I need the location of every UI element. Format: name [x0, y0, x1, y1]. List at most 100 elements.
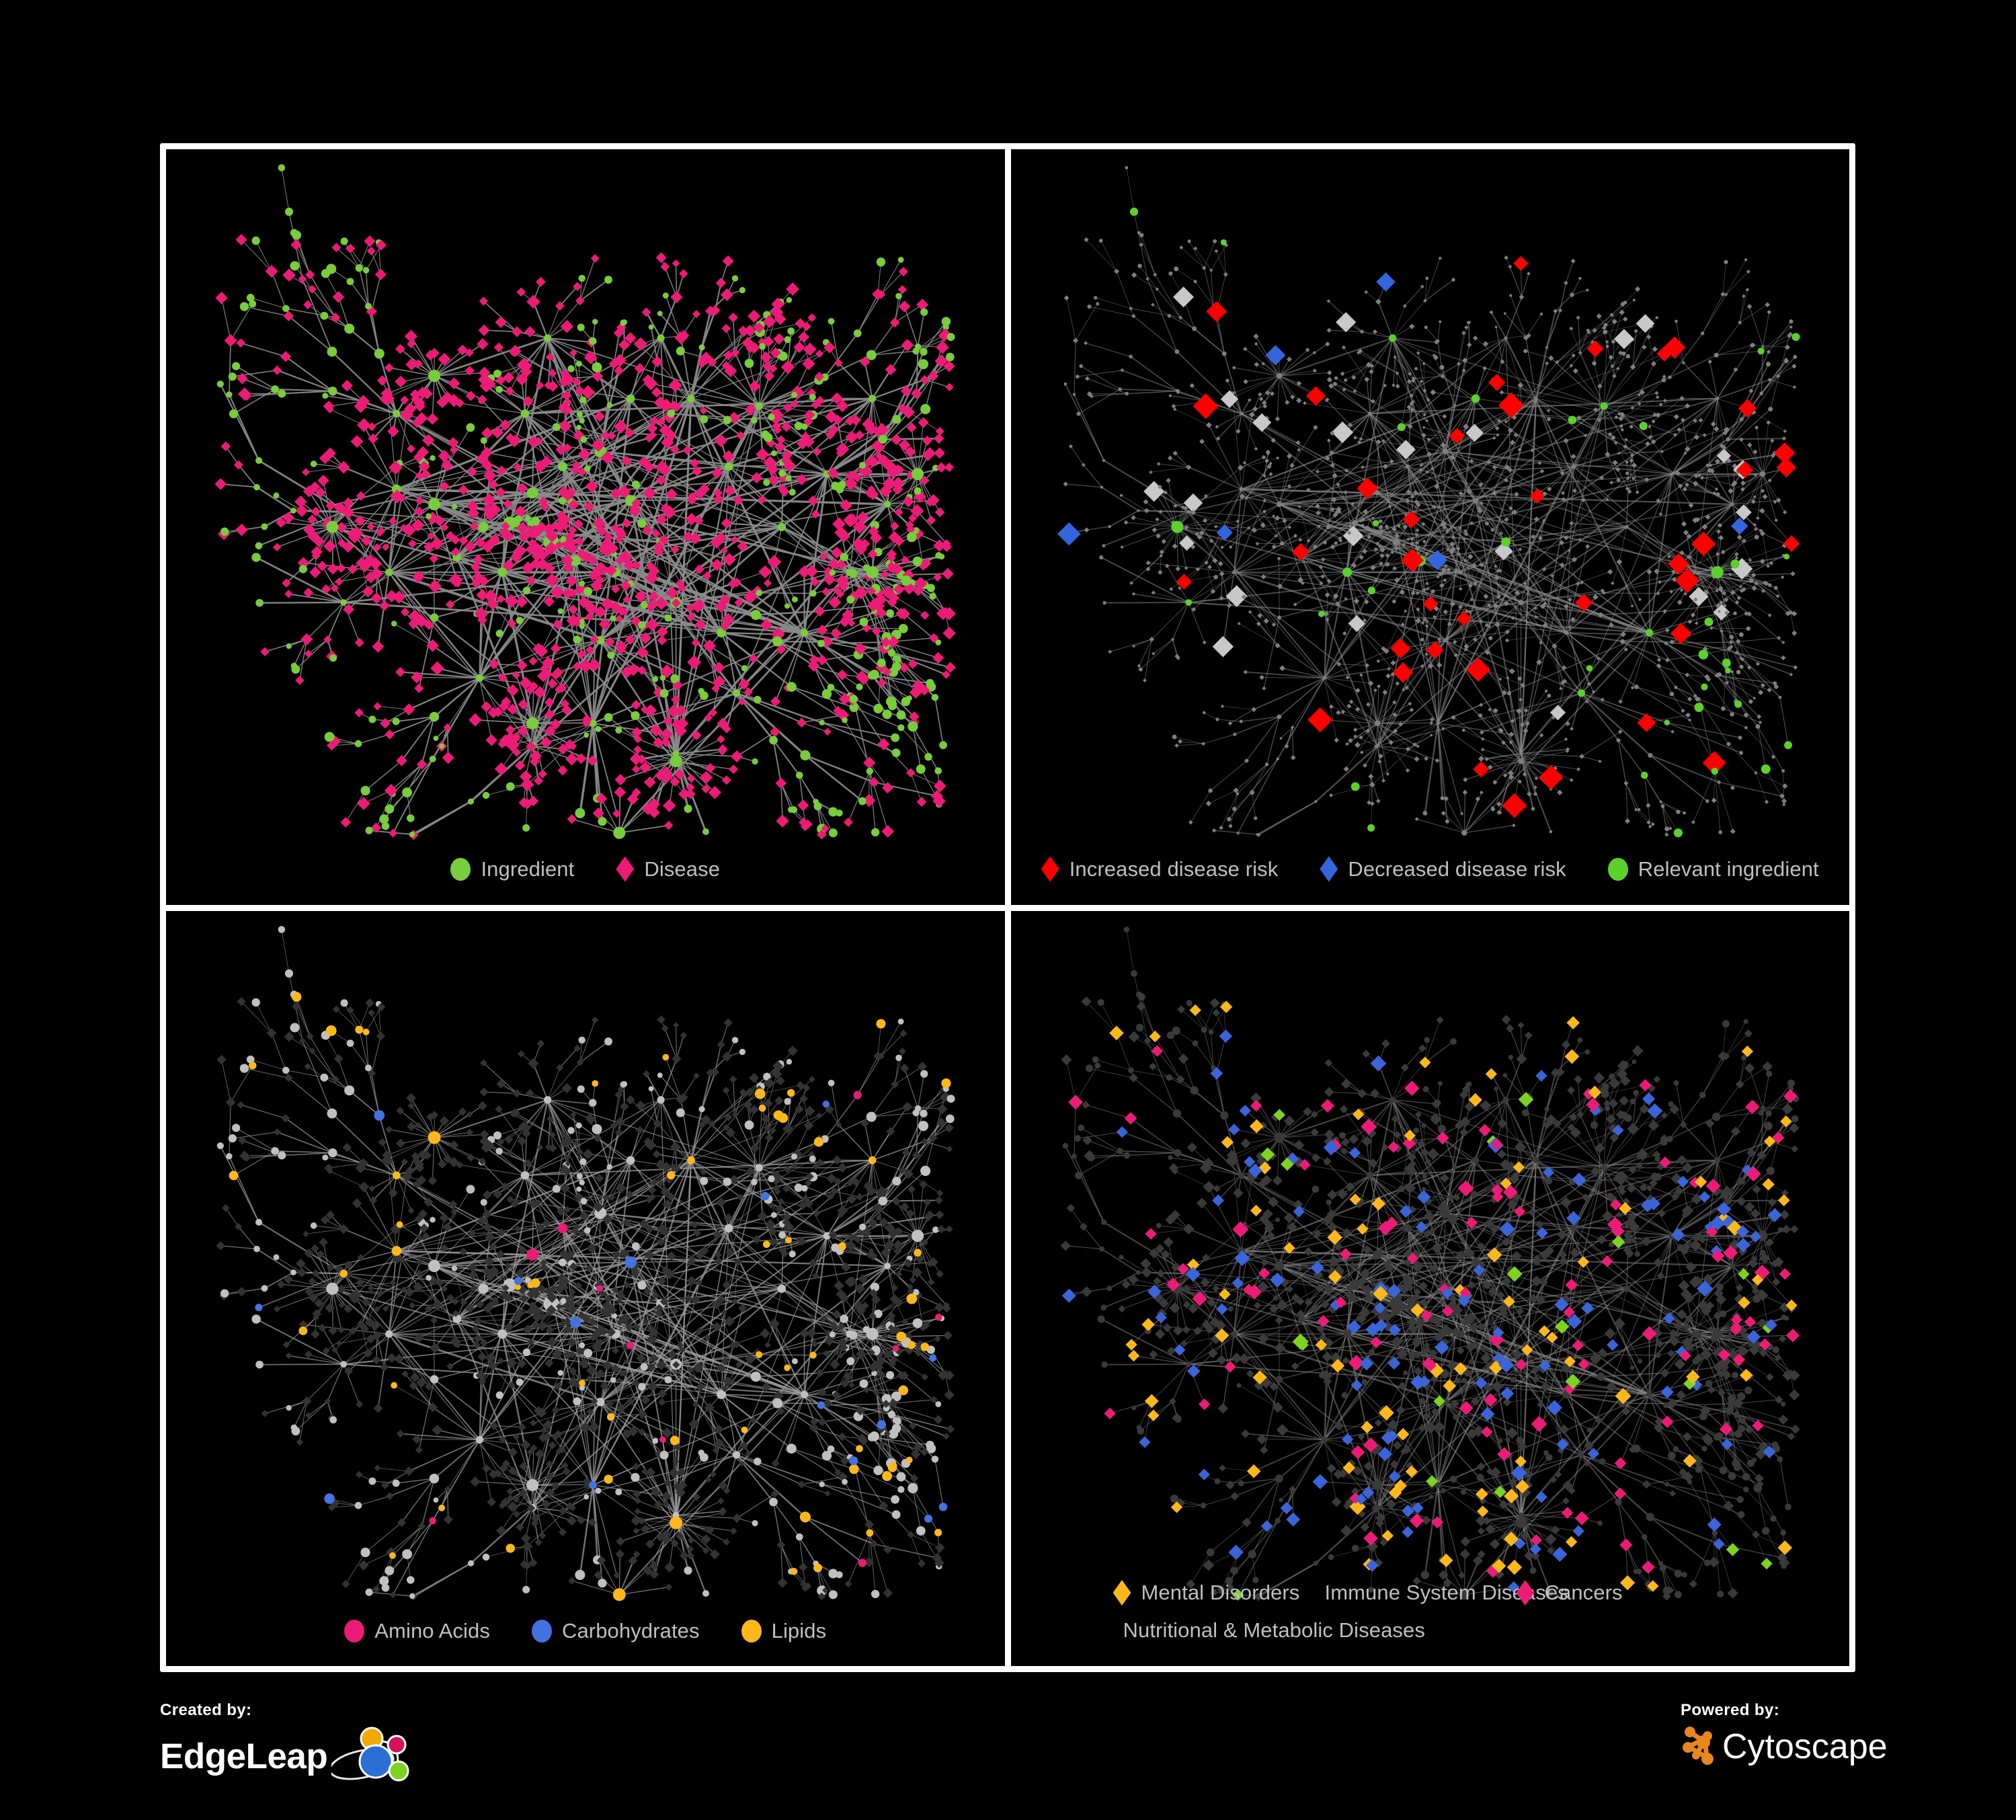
- network-node-ingredient[interactable]: [849, 1456, 858, 1465]
- network-node-ingredient[interactable]: [278, 389, 286, 398]
- network-node-disease[interactable]: [1781, 436, 1786, 441]
- network-node-disease[interactable]: [1244, 496, 1248, 500]
- network-node-ingredient[interactable]: [778, 1113, 789, 1123]
- network-node-disease[interactable]: [691, 729, 702, 741]
- network-node-ingredient[interactable]: [1693, 597, 1697, 602]
- network-node-disease[interactable]: [1370, 399, 1375, 404]
- network-node-disease[interactable]: [815, 395, 825, 405]
- network-node-ingredient[interactable]: [1371, 516, 1375, 520]
- network-node-disease[interactable]: [550, 585, 565, 600]
- network-node-disease[interactable]: [937, 1103, 948, 1114]
- network-node-disease[interactable]: [1232, 732, 1237, 737]
- network-node-disease[interactable]: [520, 777, 534, 792]
- network-node-disease[interactable]: [559, 1182, 571, 1193]
- network-node-ingredient[interactable]: [1760, 1105, 1765, 1111]
- network-node-ingredient[interactable]: [768, 413, 775, 421]
- network-node-ingredient[interactable]: [1780, 1401, 1785, 1407]
- network-node-ingredient[interactable]: [842, 1478, 848, 1485]
- network-node-ingredient[interactable]: [1736, 670, 1740, 674]
- network-node-ingredient[interactable]: [430, 455, 436, 461]
- network-node-ingredient[interactable]: [1201, 742, 1205, 746]
- network-node-ingredient[interactable]: [652, 676, 659, 682]
- network-node-disease[interactable]: [887, 553, 897, 563]
- network-node-ingredient[interactable]: [1637, 1358, 1642, 1363]
- network-node-disease[interactable]: [479, 379, 493, 393]
- network-node-disease[interactable]: [1212, 636, 1234, 658]
- network-node-ingredient[interactable]: [426, 1274, 432, 1281]
- network-node-disease[interactable]: [633, 734, 643, 744]
- network-node-disease[interactable]: [1260, 1233, 1268, 1241]
- network-node-ingredient[interactable]: [620, 319, 627, 326]
- network-node-disease[interactable]: [1754, 425, 1759, 430]
- network-node-disease[interactable]: [1258, 1333, 1269, 1344]
- network-node-ingredient[interactable]: [891, 1509, 901, 1519]
- network-node-ingredient[interactable]: [791, 1153, 798, 1160]
- network-node-disease[interactable]: [1658, 512, 1662, 516]
- network-node-disease[interactable]: [1433, 483, 1439, 489]
- network-node-ingredient[interactable]: [755, 1163, 763, 1172]
- network-node-disease[interactable]: [368, 1185, 376, 1192]
- network-node-disease[interactable]: [906, 524, 916, 534]
- network-node-disease[interactable]: [834, 1280, 844, 1291]
- network-node-ingredient[interactable]: [1425, 625, 1428, 628]
- network-node-ingredient[interactable]: [248, 1061, 257, 1070]
- network-node-ingredient[interactable]: [598, 817, 607, 826]
- network-node-disease[interactable]: [1330, 544, 1335, 550]
- network-node-ingredient[interactable]: [1664, 719, 1670, 725]
- network-node-disease[interactable]: [1253, 1301, 1261, 1309]
- network-node-disease[interactable]: [1544, 361, 1549, 366]
- network-node-ingredient[interactable]: [310, 1222, 317, 1229]
- network-node-disease[interactable]: [541, 1499, 551, 1509]
- network-node-ingredient[interactable]: [698, 344, 705, 351]
- network-node-ingredient[interactable]: [1172, 734, 1177, 740]
- network-node-disease[interactable]: [1538, 641, 1543, 645]
- network-node-disease[interactable]: [596, 1368, 606, 1378]
- network-node-disease[interactable]: [1157, 484, 1162, 489]
- network-node-ingredient[interactable]: [1372, 520, 1379, 527]
- network-node-disease[interactable]: [927, 1277, 935, 1285]
- network-node-ingredient[interactable]: [1722, 658, 1731, 668]
- network-node-disease[interactable]: [767, 555, 782, 569]
- network-node-disease[interactable]: [1344, 1290, 1354, 1300]
- network-node-ingredient[interactable]: [1236, 792, 1239, 795]
- network-node-disease[interactable]: [414, 506, 425, 517]
- network-node-disease[interactable]: [715, 278, 727, 288]
- network-node-ingredient[interactable]: [754, 695, 762, 704]
- network-node-ingredient[interactable]: [1168, 271, 1172, 276]
- network-node-disease[interactable]: [356, 491, 366, 501]
- network-node-disease[interactable]: [388, 461, 403, 475]
- network-node-disease[interactable]: [782, 403, 793, 413]
- network-node-ingredient[interactable]: [1681, 1247, 1688, 1255]
- network-node-disease[interactable]: [1736, 535, 1742, 540]
- network-node-ingredient[interactable]: [1321, 1436, 1328, 1443]
- network-node-ingredient[interactable]: [684, 1566, 692, 1575]
- network-node-ingredient[interactable]: [340, 599, 348, 606]
- network-node-disease[interactable]: [1218, 1464, 1226, 1472]
- network-node-disease[interactable]: [691, 599, 704, 613]
- network-node-ingredient[interactable]: [1277, 714, 1281, 719]
- network-node-disease[interactable]: [1305, 386, 1326, 406]
- network-node-disease[interactable]: [633, 745, 643, 754]
- network-node-ingredient[interactable]: [1404, 609, 1407, 612]
- network-node-disease[interactable]: [1490, 805, 1494, 810]
- network-node-disease[interactable]: [1196, 1197, 1207, 1209]
- network-node-disease[interactable]: [532, 1312, 542, 1322]
- network-node-disease[interactable]: [445, 600, 455, 610]
- network-node-disease[interactable]: [413, 1179, 421, 1189]
- network-node-disease[interactable]: [235, 523, 248, 537]
- network-node-disease[interactable]: [1391, 526, 1397, 532]
- network-node-disease[interactable]: [786, 282, 800, 296]
- network-node-disease[interactable]: [823, 573, 836, 586]
- network-node-disease[interactable]: [1714, 487, 1718, 491]
- network-node-disease[interactable]: [1479, 1099, 1491, 1111]
- network-node-ingredient[interactable]: [1505, 1437, 1510, 1442]
- network-node-ingredient[interactable]: [430, 1216, 436, 1223]
- network-node-ingredient[interactable]: [1748, 578, 1754, 584]
- network-node-disease[interactable]: [1591, 690, 1595, 694]
- network-node-disease[interactable]: [727, 578, 738, 589]
- network-node-disease[interactable]: [1762, 580, 1767, 585]
- network-node-disease[interactable]: [1611, 373, 1617, 379]
- network-node-disease[interactable]: [512, 670, 521, 680]
- network-node-ingredient[interactable]: [327, 346, 337, 357]
- network-node-disease[interactable]: [622, 1218, 631, 1227]
